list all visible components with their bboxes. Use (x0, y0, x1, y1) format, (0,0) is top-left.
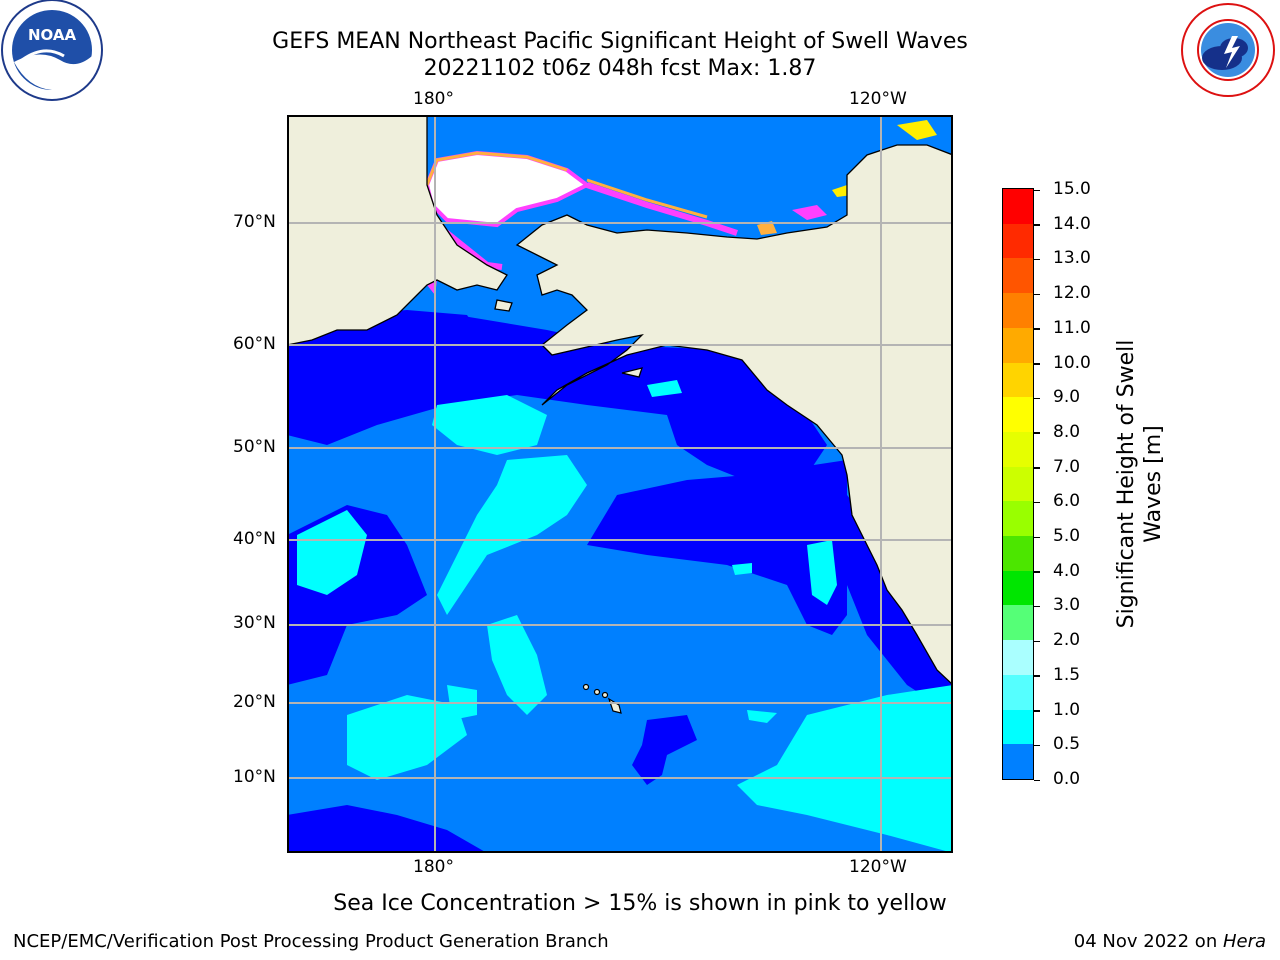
colorbar-tick-label: 11.0 (1053, 317, 1091, 338)
lat-label-50n: 50°N (233, 437, 276, 457)
lat-label-60n: 60°N (233, 334, 276, 354)
colorbar-tick-mark (1034, 744, 1040, 747)
colorbar-band (1003, 536, 1033, 571)
lon-label-top-180: 180° (413, 89, 454, 109)
colorbar-tick-label: 1.0 (1053, 699, 1081, 720)
colorbar-band (1003, 223, 1033, 259)
chart-title: GEFS MEAN Northeast Pacific Significant … (272, 29, 968, 54)
colorbar-tick-label: 4.0 (1053, 560, 1081, 581)
colorbar-tick-mark (1034, 224, 1040, 226)
colorbar-tick-mark (1034, 710, 1040, 712)
noaa-logo-text: NOAA (28, 26, 77, 44)
lat-label-20n: 20°N (233, 692, 276, 712)
lat-label-10n: 10°N (233, 767, 276, 787)
colorbar-band (1003, 431, 1033, 467)
colorbar-tick-mark (1034, 432, 1040, 434)
colorbar-label-line1: Significant Height of Swell (1114, 339, 1139, 629)
colorbar-tick-mark (1034, 328, 1040, 330)
map-gridlines (287, 115, 953, 853)
colorbar-band (1003, 466, 1033, 502)
colorbar-band (1003, 640, 1033, 675)
lon-label-bottom-120w: 120°W (849, 857, 907, 877)
colorbar-band (1003, 327, 1033, 363)
colorbar-tick-label: 6.0 (1053, 491, 1081, 512)
footer-date: 04 Nov 2022 on (1073, 931, 1223, 952)
colorbar-band (1003, 258, 1033, 294)
colorbar-band (1003, 362, 1033, 398)
noaa-logo: NOAA (0, 0, 105, 105)
colorbar (1002, 188, 1034, 780)
footer-left: NCEP/EMC/Verification Post Processing Pr… (13, 931, 609, 952)
colorbar-label-line2: Waves [m] (1141, 425, 1166, 543)
nws-logo (1178, 2, 1278, 102)
colorbar-tick-label: 3.0 (1053, 595, 1081, 616)
colorbar-tick-mark (1034, 397, 1040, 400)
colorbar-band (1003, 605, 1033, 641)
footer-host: Hera (1222, 931, 1266, 952)
colorbar-tick-mark (1034, 258, 1040, 261)
colorbar-tick-label: 1.5 (1053, 664, 1081, 685)
colorbar-tick-label: 0.5 (1053, 734, 1081, 755)
colorbar-band (1003, 501, 1033, 537)
colorbar-tick-label: 0.0 (1053, 769, 1081, 789)
colorbar-tick-mark (1034, 467, 1040, 469)
colorbar-tick-mark (1034, 293, 1040, 296)
colorbar-band (1003, 744, 1033, 779)
colorbar-tick-mark (1034, 363, 1040, 365)
colorbar-tick-mark (1034, 675, 1040, 677)
colorbar-tick-mark (1034, 571, 1040, 573)
colorbar-tick-label: 13.0 (1053, 248, 1091, 269)
colorbar-tick-label: 15.0 (1053, 179, 1091, 199)
colorbar-tick-mark (1034, 189, 1040, 191)
colorbar-tick-mark (1034, 640, 1040, 643)
colorbar-band (1003, 709, 1033, 745)
colorbar-tick-label: 9.0 (1053, 387, 1081, 408)
lat-label-40n: 40°N (233, 529, 276, 549)
sea-ice-note: Sea Ice Concentration > 15% is shown in … (333, 891, 947, 916)
lat-label-70n: 70°N (233, 212, 276, 232)
colorbar-tick-mark (1034, 605, 1040, 608)
colorbar-band (1003, 397, 1033, 432)
colorbar-tick-label: 10.0 (1053, 352, 1091, 373)
colorbar-band (1003, 674, 1033, 710)
colorbar-tick-label: 12.0 (1053, 283, 1091, 304)
colorbar-tick-label: 7.0 (1053, 456, 1081, 477)
colorbar-band (1003, 570, 1033, 606)
colorbar-tick-mark (1034, 536, 1040, 539)
colorbar-tick-label: 2.0 (1053, 630, 1081, 651)
lat-label-30n: 30°N (233, 613, 276, 633)
colorbar-tick-label: 5.0 (1053, 526, 1081, 547)
map-frame (286, 114, 954, 853)
footer-right: 04 Nov 2022 on Hera (1074, 931, 1266, 952)
colorbar-tick-mark (1034, 779, 1040, 781)
chart-subtitle: 20221102 t06z 048h fcst Max: 1.87 (423, 56, 817, 81)
colorbar-tick-label: 8.0 (1053, 421, 1081, 442)
colorbar-band (1003, 189, 1033, 224)
colorbar-band (1003, 293, 1033, 328)
lon-label-bottom-180: 180° (413, 857, 454, 877)
lon-label-top-120w: 120°W (849, 89, 907, 109)
colorbar-tick-label: 14.0 (1053, 213, 1091, 234)
colorbar-tick-mark (1034, 501, 1040, 504)
